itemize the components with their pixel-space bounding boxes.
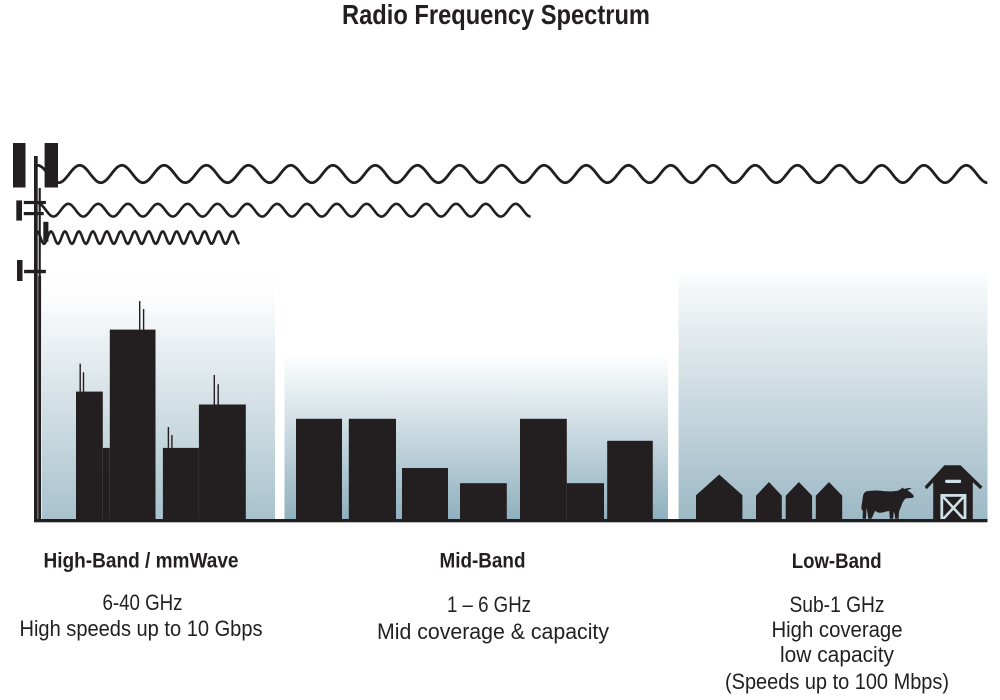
svg-text:High speeds up to 10 Gbps: High speeds up to 10 Gbps <box>20 616 263 641</box>
svg-text:Sub-1 GHz: Sub-1 GHz <box>790 592 885 617</box>
svg-text:(Speeds up to 100 Mbps): (Speeds up to 100 Mbps) <box>725 669 949 694</box>
svg-text:High-Band / mmWave: High-Band / mmWave <box>44 548 239 573</box>
svg-text:6-40 GHz: 6-40 GHz <box>103 590 183 615</box>
svg-text:low capacity: low capacity <box>780 642 894 667</box>
svg-text:High coverage: High coverage <box>772 617 903 642</box>
svg-text:Mid coverage & capacity: Mid coverage & capacity <box>377 619 609 644</box>
svg-text:Low-Band: Low-Band <box>792 548 882 573</box>
svg-text:Radio Frequency Spectrum: Radio Frequency Spectrum <box>342 0 650 30</box>
svg-text:Mid-Band: Mid-Band <box>440 548 526 573</box>
svg-text:1 – 6 GHz: 1 – 6 GHz <box>447 592 531 617</box>
